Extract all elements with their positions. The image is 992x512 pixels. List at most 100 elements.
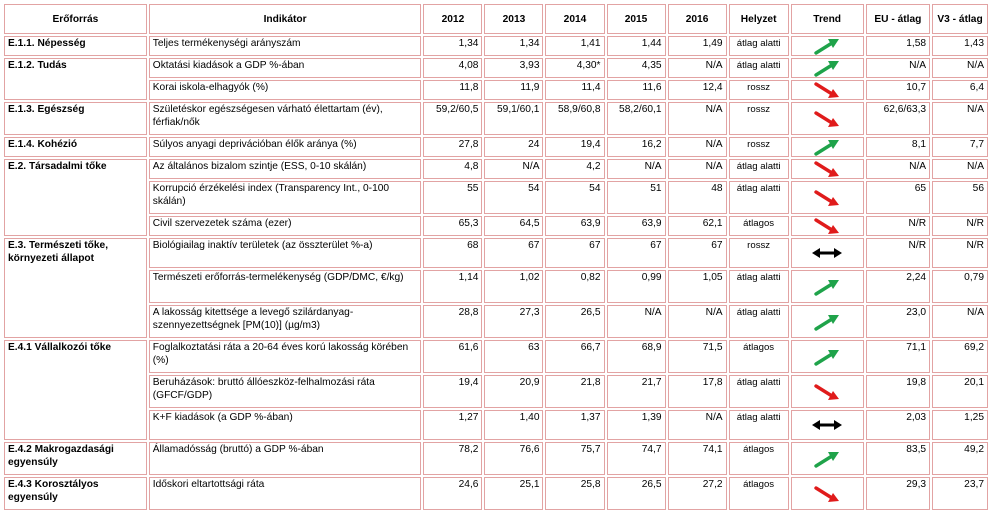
- table-row: E.1.1. Népesség Teljes termékenységi arán…: [4, 36, 988, 56]
- status-cell: átlag alatti: [728, 58, 789, 78]
- value-cell-2014: 0,82: [545, 270, 605, 303]
- table-row: E.1.3. Egészség Születéskor egészségesen …: [4, 102, 988, 135]
- indicator-cell: Természeti erőforrás-termelékenység (GDP…: [148, 270, 422, 303]
- trend-cell: [790, 270, 864, 303]
- arrow-down-right-icon: [814, 161, 840, 177]
- status-cell: rossz: [728, 137, 789, 157]
- status-cell: átlag alatti: [728, 375, 789, 408]
- status-cell: átlag alatti: [728, 305, 789, 338]
- value-cell-2013: N/A: [484, 159, 544, 179]
- header-2016: 2016: [667, 4, 727, 34]
- value-cell-2012: 1,14: [423, 270, 483, 303]
- trend-cell: [790, 80, 864, 100]
- indicator-cell: Beruházások: bruttó állóeszköz-felhalmoz…: [148, 375, 422, 408]
- trend-cell: [790, 58, 864, 78]
- resource-cell: E.1.1. Népesség: [4, 36, 147, 56]
- arrow-up-right-icon: [814, 39, 840, 55]
- trend-cell: [790, 375, 864, 408]
- eu-average-cell: 62,6/63,3: [865, 102, 931, 135]
- arrow-down-right-icon: [814, 82, 840, 98]
- arrow-down-right-icon: [814, 383, 840, 400]
- eu-average-cell: 23,0: [865, 305, 931, 338]
- status-cell: átlag alatti: [728, 410, 789, 440]
- value-cell-2013: 1,02: [484, 270, 544, 303]
- value-cell-2014: 4,30*: [545, 58, 605, 78]
- value-cell-2013: 76,6: [484, 442, 544, 475]
- value-cell-2012: 27,8: [423, 137, 483, 157]
- eu-average-cell: N/A: [865, 159, 931, 179]
- table-row: E.1.2. Tudás Oktatási kiadások a GDP %-áb…: [4, 58, 988, 100]
- value-cell-2013: 11,9: [484, 80, 544, 100]
- value-cell-2015: 67: [606, 238, 666, 268]
- table-row: Beruházások: bruttó állóeszköz-felhalmoz…: [4, 375, 988, 408]
- value-cell-2013: 1,34: [484, 36, 544, 56]
- header-2014: 2014: [545, 4, 605, 34]
- arrow-up-right-icon: [814, 140, 840, 156]
- value-cell-2015: N/A: [606, 159, 666, 179]
- value-cell-2013: 27,3: [484, 305, 544, 338]
- indicator-cell: Súlyos anyagi deprivációban élők aránya …: [148, 137, 422, 157]
- value-cell-2013: 63: [484, 340, 544, 373]
- value-cell-2014: 26,5: [545, 305, 605, 338]
- eu-average-cell: N/R: [865, 238, 931, 268]
- value-cell-2014: 54: [545, 181, 605, 214]
- v3-average-cell: N/A: [932, 102, 988, 135]
- value-cell-2016: 17,8: [667, 375, 727, 408]
- value-cell-2015: 68,9: [606, 340, 666, 373]
- table-row: A lakosság kitettsége a levegő szilárdan…: [4, 305, 988, 338]
- value-cell-2014: 67: [545, 238, 605, 268]
- header-eu-atlag: EU - átlag: [865, 4, 931, 34]
- v3-average-cell: N/R: [932, 238, 988, 268]
- v3-average-cell: 23,7: [932, 477, 988, 510]
- value-cell-2016: 74,1: [667, 442, 727, 475]
- value-cell-2015: 4,35: [606, 58, 666, 78]
- trend-cell: [790, 305, 864, 338]
- value-cell-2015: N/A: [606, 305, 666, 338]
- indicator-cell: Az általános bizalom szintje (ESS, 0-10 …: [148, 159, 422, 179]
- trend-cell: [790, 159, 864, 179]
- value-cell-2013: 1,40: [484, 410, 544, 440]
- value-cell-2016: N/A: [667, 410, 727, 440]
- eu-average-cell: 29,3: [865, 477, 931, 510]
- eu-average-cell: 2,24: [865, 270, 931, 303]
- value-cell-2016: 67: [667, 238, 727, 268]
- value-cell-2012: 24,6: [423, 477, 483, 510]
- header-row: Erőforrás Indikátor 2012 2013 2014 2015 …: [4, 4, 988, 34]
- resource-cell: E.4.2 Makrogazdasági egyensúly: [4, 442, 147, 475]
- value-cell-2012: 59,2/60,5: [423, 102, 483, 135]
- status-cell: átlag alatti: [728, 181, 789, 214]
- value-cell-2016: 12,4: [667, 80, 727, 100]
- value-cell-2014: 19,4: [545, 137, 605, 157]
- indicator-cell: Foglalkoztatási ráta a 20-64 éves korú l…: [148, 340, 422, 373]
- v3-average-cell: N/A: [932, 159, 988, 179]
- value-cell-2016: 71,5: [667, 340, 727, 373]
- arrow-up-right-icon: [814, 61, 840, 77]
- status-cell: átlagos: [728, 340, 789, 373]
- header-indikator: Indikátor: [148, 4, 422, 34]
- value-cell-2016: 48: [667, 181, 727, 214]
- value-cell-2015: 11,6: [606, 80, 666, 100]
- value-cell-2014: 75,7: [545, 442, 605, 475]
- value-cell-2013: 64,5: [484, 216, 544, 236]
- status-cell: átlagos: [728, 216, 789, 236]
- eu-average-cell: 71,1: [865, 340, 931, 373]
- status-cell: átlag alatti: [728, 36, 789, 56]
- status-cell: átlagos: [728, 477, 789, 510]
- value-cell-2016: N/A: [667, 102, 727, 135]
- value-cell-2015: 1,44: [606, 36, 666, 56]
- value-cell-2014: 11,4: [545, 80, 605, 100]
- header-2013: 2013: [484, 4, 544, 34]
- v3-average-cell: N/A: [932, 58, 988, 78]
- value-cell-2014: 1,41: [545, 36, 605, 56]
- value-cell-2013: 24: [484, 137, 544, 157]
- value-cell-2015: 21,7: [606, 375, 666, 408]
- value-cell-2013: 25,1: [484, 477, 544, 510]
- eu-average-cell: 65: [865, 181, 931, 214]
- v3-average-cell: 1,43: [932, 36, 988, 56]
- indicator-cell: A lakosság kitettsége a levegő szilárdan…: [148, 305, 422, 338]
- value-cell-2016: N/A: [667, 159, 727, 179]
- table-row: Természeti erőforrás-termelékenység (GDP…: [4, 270, 988, 303]
- double-arrow-horizontal-icon: [812, 420, 843, 430]
- header-2012: 2012: [423, 4, 483, 34]
- arrow-down-right-icon: [814, 218, 840, 234]
